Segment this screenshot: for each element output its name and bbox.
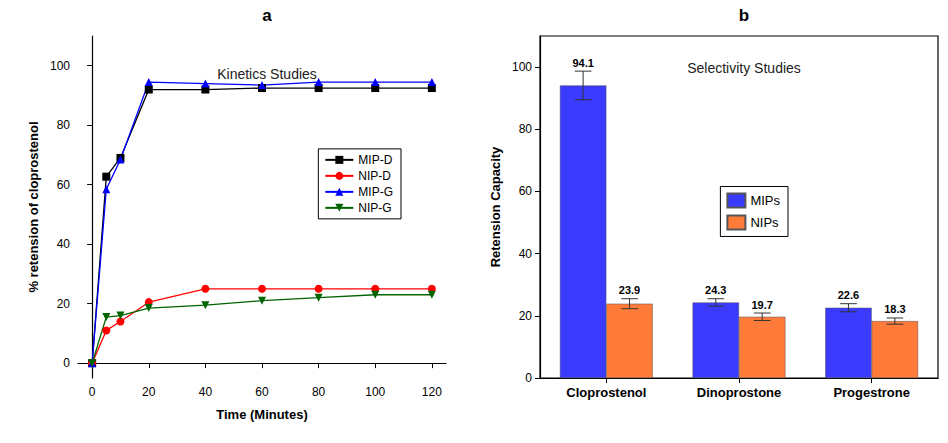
svg-text:Selectivity Studies: Selectivity Studies — [687, 60, 801, 76]
svg-text:40: 40 — [519, 247, 533, 261]
svg-text:Kinetics Studies: Kinetics Studies — [217, 66, 317, 82]
svg-text:b: b — [739, 6, 749, 25]
svg-text:0: 0 — [63, 356, 70, 370]
svg-text:Cloprostenol: Cloprostenol — [566, 385, 646, 400]
svg-text:0: 0 — [89, 385, 96, 399]
svg-text:24.3: 24.3 — [705, 284, 726, 296]
svg-text:NIPs: NIPs — [750, 215, 779, 230]
svg-text:Retension Capacity: Retension Capacity — [488, 146, 503, 267]
svg-text:NIP-D: NIP-D — [358, 169, 391, 183]
svg-text:100: 100 — [365, 385, 385, 399]
svg-text:120: 120 — [422, 385, 442, 399]
svg-text:80: 80 — [57, 118, 71, 132]
svg-text:Progestrone: Progestrone — [833, 385, 910, 400]
svg-text:60: 60 — [519, 184, 533, 198]
svg-text:22.6: 22.6 — [838, 289, 859, 301]
svg-text:100: 100 — [50, 59, 70, 73]
svg-text:94.1: 94.1 — [572, 57, 593, 69]
svg-text:a: a — [262, 6, 272, 25]
svg-text:20: 20 — [142, 385, 156, 399]
svg-text:MIP-G: MIP-G — [358, 185, 393, 199]
svg-text:Time (Minutes): Time (Minutes) — [216, 407, 308, 422]
svg-text:Dinoprostone: Dinoprostone — [697, 385, 782, 400]
svg-text:40: 40 — [199, 385, 213, 399]
svg-text:60: 60 — [255, 385, 269, 399]
svg-text:% retension of cloprostenol: % retension of cloprostenol — [26, 121, 41, 292]
svg-text:20: 20 — [57, 297, 71, 311]
svg-text:19.7: 19.7 — [752, 299, 773, 311]
svg-text:40: 40 — [57, 237, 71, 251]
svg-text:MIP-D: MIP-D — [358, 153, 392, 167]
svg-text:80: 80 — [312, 385, 326, 399]
svg-text:18.3: 18.3 — [884, 303, 905, 315]
svg-text:0: 0 — [525, 371, 532, 385]
svg-text:23.9: 23.9 — [619, 284, 640, 296]
svg-text:20: 20 — [519, 309, 533, 323]
svg-text:MIPs: MIPs — [750, 193, 780, 208]
svg-text:60: 60 — [57, 178, 71, 192]
svg-text:100: 100 — [512, 60, 532, 74]
svg-text:NIP-G: NIP-G — [358, 201, 391, 215]
svg-text:80: 80 — [519, 122, 533, 136]
